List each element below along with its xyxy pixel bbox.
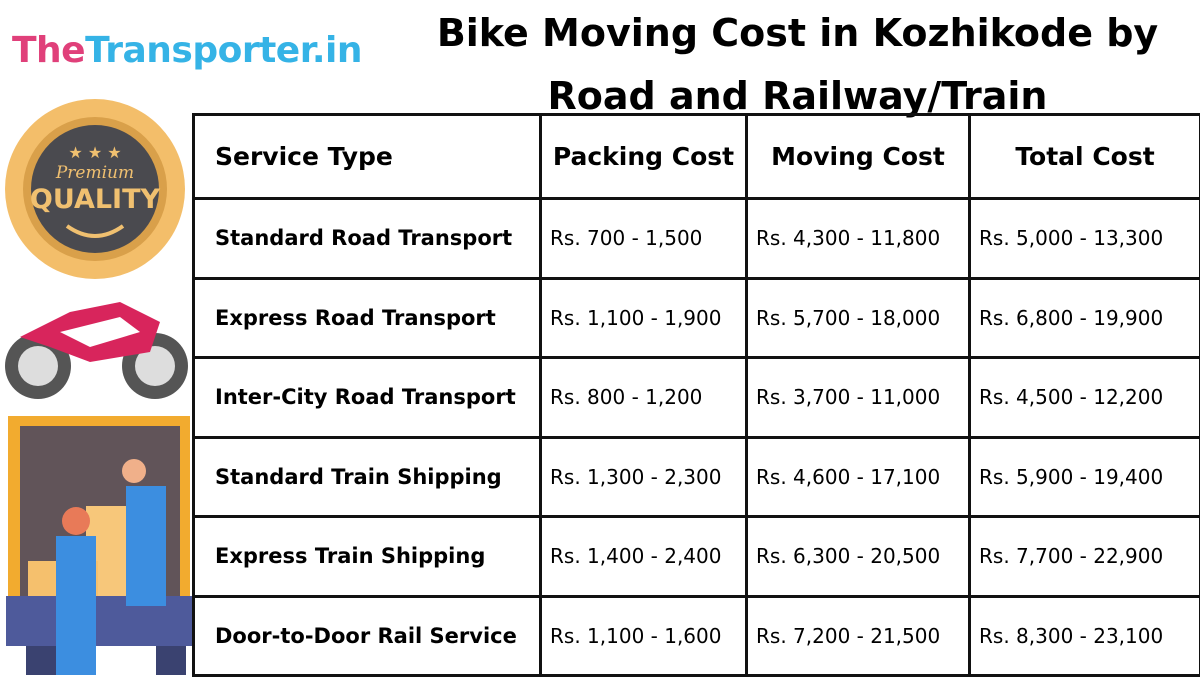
packing-cost-cell: Rs. 1,300 - 2,300 — [541, 437, 747, 517]
moving-cost-cell: Rs. 3,700 - 11,000 — [747, 358, 970, 438]
header-packing-cost: Packing Cost — [541, 115, 747, 199]
service-type-cell: Standard Train Shipping — [194, 437, 541, 517]
packing-cost-cell: Rs. 800 - 1,200 — [541, 358, 747, 438]
header-service-type: Service Type — [194, 115, 541, 199]
header-moving-cost: Moving Cost — [747, 115, 970, 199]
total-cost-cell: Rs. 5,000 - 13,300 — [970, 199, 1200, 279]
total-cost-cell: Rs. 7,700 - 22,900 — [970, 517, 1200, 597]
header-total-cost: Total Cost — [970, 115, 1200, 199]
service-type-cell: Express Road Transport — [194, 278, 541, 358]
total-cost-cell: Rs. 6,800 - 19,900 — [970, 278, 1200, 358]
moving-cost-cell: Rs. 4,300 - 11,800 — [747, 199, 970, 279]
moving-cost-cell: Rs. 4,600 - 17,100 — [747, 437, 970, 517]
svg-text:QUALITY: QUALITY — [30, 184, 161, 215]
moving-cost-cell: Rs. 6,300 - 20,500 — [747, 517, 970, 597]
logo-part-1: The — [12, 30, 85, 71]
service-type-cell: Door-to-Door Rail Service — [194, 596, 541, 676]
svg-text:Premium: Premium — [55, 163, 134, 183]
packing-cost-cell: Rs. 1,100 - 1,600 — [541, 596, 747, 676]
moving-cost-cell: Rs. 5,700 - 18,000 — [747, 278, 970, 358]
moving-cost-cell: Rs. 7,200 - 21,500 — [747, 596, 970, 676]
total-cost-cell: Rs. 8,300 - 23,100 — [970, 596, 1200, 676]
packing-cost-cell: Rs. 1,400 - 2,400 — [541, 517, 747, 597]
service-type-cell: Inter-City Road Transport — [194, 358, 541, 438]
motorcycle-icon — [0, 292, 190, 404]
total-cost-cell: Rs. 4,500 - 12,200 — [970, 358, 1200, 438]
title-line-1: Bike Moving Cost in Kozhikode by — [400, 2, 1195, 65]
packing-cost-cell: Rs. 700 - 1,500 — [541, 199, 747, 279]
packing-cost-cell: Rs. 1,100 - 1,900 — [541, 278, 747, 358]
total-cost-cell: Rs. 5,900 - 19,400 — [970, 437, 1200, 517]
service-type-cell: Express Train Shipping — [194, 517, 541, 597]
table-header-row: Service Type Packing Cost Moving Cost To… — [194, 115, 1200, 199]
logo-part-2: Transporter.in — [85, 30, 362, 71]
svg-text:★ ★ ★: ★ ★ ★ — [68, 143, 121, 162]
service-type-cell: Standard Road Transport — [194, 199, 541, 279]
cost-table: Service Type Packing Cost Moving Cost To… — [192, 113, 1200, 677]
site-logo: TheTransporter.in — [12, 30, 362, 71]
premium-quality-badge-icon: ★ ★ ★ Premium QUALITY — [2, 96, 188, 282]
movers-truck-illustration — [6, 416, 192, 675]
